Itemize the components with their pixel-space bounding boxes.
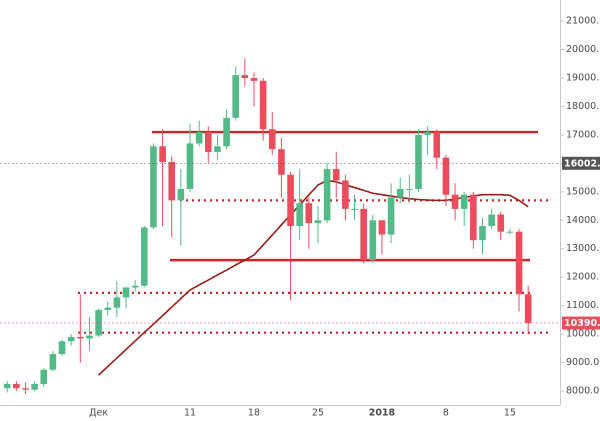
candle-body (287, 174, 294, 226)
candle-body (460, 194, 468, 209)
y-tick-label: 13000.00 (566, 243, 600, 254)
candle-body (332, 169, 340, 181)
candle-body (104, 307, 112, 310)
candle-body (351, 208, 358, 210)
candle-body (415, 134, 422, 189)
x-tick-label: 25 (312, 408, 324, 419)
candle-body (323, 169, 331, 221)
x-tick-label: 11 (184, 408, 196, 419)
candle-body (223, 117, 230, 147)
y-tick-label: 20000.00 (566, 44, 600, 55)
candle-body (131, 285, 139, 288)
candle-body (524, 294, 532, 324)
candle-body (479, 225, 486, 241)
candle-body (515, 231, 523, 295)
candle-body (13, 383, 20, 389)
candle-body (451, 194, 459, 209)
candle-body (305, 203, 313, 224)
candle-body (95, 309, 102, 336)
candle-body (259, 80, 267, 130)
candle-body (369, 220, 377, 261)
y-tick-label: 17000.00 (566, 129, 600, 140)
candle-body (3, 383, 11, 389)
candle-body (49, 354, 57, 370)
candle-body (406, 188, 413, 190)
x-tick-label: 15 (504, 408, 516, 419)
candle-body (268, 129, 276, 150)
candle-body (232, 75, 239, 118)
candle-body (214, 146, 221, 152)
candle-body (113, 297, 121, 308)
candle-body (241, 75, 249, 78)
candle-body (195, 132, 203, 144)
price-label: 10390.00 (564, 318, 600, 329)
price-label-box (562, 156, 600, 170)
candle-body (506, 231, 514, 233)
candle-body (497, 214, 505, 232)
candle-body (122, 287, 130, 298)
y-tick-label: 18000.00 (566, 101, 600, 112)
y-tick-label: 8000.00 (566, 386, 600, 397)
price-label-box (562, 316, 600, 330)
candle-body (424, 132, 431, 135)
candle-body (360, 208, 367, 261)
candle-body (442, 157, 450, 195)
candle-body (141, 227, 148, 286)
y-tick-label: 10000.00 (566, 329, 600, 340)
candle-body (177, 188, 185, 201)
price-label: 16002.20 (564, 158, 600, 169)
candle-body (31, 383, 38, 390)
candle-body (40, 369, 48, 384)
candle-body (67, 336, 75, 342)
candle-body (488, 214, 495, 226)
y-tick-label: 12000.00 (566, 272, 600, 283)
y-tick-label: 21000.00 (566, 16, 600, 27)
x-tick-label: 18 (248, 408, 260, 419)
candle-body (250, 77, 258, 81)
candle-body (150, 146, 157, 228)
x-tick-label: 8 (443, 408, 449, 419)
y-tick-label: 14000.00 (566, 215, 600, 226)
y-tick-label: 9000.00 (566, 357, 600, 368)
candle-body (433, 132, 441, 158)
candle-body (296, 203, 303, 226)
y-tick-label: 11000.00 (566, 300, 600, 311)
candle-body (159, 146, 166, 162)
candle-body (470, 194, 477, 241)
candle-body (342, 180, 349, 209)
x-tick-label: 2018 (369, 408, 396, 419)
candle-body (186, 143, 194, 189)
candle-body (278, 149, 285, 175)
x-tick-label: Дек (89, 408, 108, 419)
y-tick-label: 19000.00 (566, 72, 600, 83)
candle-body (86, 335, 93, 339)
candle-body (22, 388, 29, 390)
candle-body (314, 220, 322, 224)
candle-body (58, 341, 66, 355)
y-tick-label: 15000.00 (566, 186, 600, 197)
candle-body (387, 197, 395, 235)
candle-body (204, 132, 212, 152)
candle-body (378, 220, 386, 235)
candle-body (168, 161, 176, 201)
candle-body (77, 336, 84, 339)
candle-body (396, 188, 404, 198)
